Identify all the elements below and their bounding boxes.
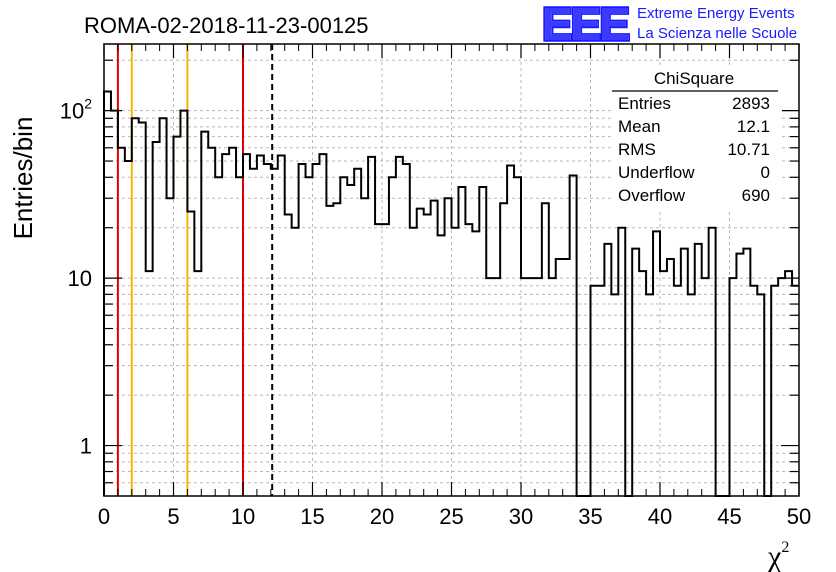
y-tick-label-base: 10 — [60, 99, 84, 124]
stats-label: Mean — [618, 117, 661, 136]
x-tick-label: 10 — [231, 504, 255, 529]
x-tick-label: 25 — [439, 504, 463, 529]
stats-box-mask — [612, 68, 782, 210]
x-axis-label-base: χ — [767, 540, 782, 572]
histogram-outline — [103, 90, 799, 497]
eee-logo-mark-fill: EEE — [542, 0, 628, 50]
eee-logo-line1: Extreme Energy Events — [637, 5, 795, 22]
stats-value: 0 — [761, 163, 770, 182]
x-tick-label: 50 — [787, 504, 811, 529]
x-axis-label-sup: 2 — [781, 539, 789, 556]
stats-box-rows: Entries 2893 Mean 12.1 RMS 10.71 Underflow 0 Ove… — [618, 94, 770, 205]
x-tick-label: 35 — [578, 504, 602, 529]
eee-logo-mark: EEE — [542, 0, 628, 50]
histogram — [103, 90, 799, 497]
x-tick-label: 30 — [509, 504, 533, 529]
stats-value: 690 — [742, 186, 770, 205]
stats-value: 10.71 — [727, 140, 770, 159]
y-axis-label: Entries/bin — [8, 117, 38, 240]
x-tick-label: 45 — [717, 504, 741, 529]
x-tick-label: 15 — [300, 504, 324, 529]
stats-box: ChiSquare Entries 2893 Mean 12.1 RMS 10.71 Und… — [612, 68, 782, 210]
x-tick-label: 40 — [648, 504, 672, 529]
x-tick-label: 20 — [370, 504, 394, 529]
stats-label: Overflow — [618, 186, 686, 205]
stats-label: Entries — [618, 94, 671, 113]
x-tick-label: 0 — [98, 504, 110, 529]
x-axis-label: χ2 — [767, 539, 789, 572]
chart-title: ROMA-02-2018-11-23-00125 — [84, 13, 369, 38]
x-tick-label: 5 — [167, 504, 179, 529]
y-tick-label-sup: 2 — [84, 96, 92, 112]
stats-box-title: ChiSquare — [654, 69, 734, 88]
stats-label: Underflow — [618, 163, 695, 182]
y-tick-label: 1 — [80, 434, 92, 459]
y-tick-label: 10 — [68, 266, 92, 291]
stats-value: 12.1 — [737, 117, 770, 136]
y-tick-label: 102 — [60, 96, 92, 124]
eee-logo: EEE EEE Extreme Energy Events La Scienza… — [540, 0, 797, 52]
eee-logo-line2: La Scienza nelle Scuole — [637, 25, 797, 42]
stats-value: 2893 — [732, 94, 770, 113]
stats-label: RMS — [618, 140, 656, 159]
